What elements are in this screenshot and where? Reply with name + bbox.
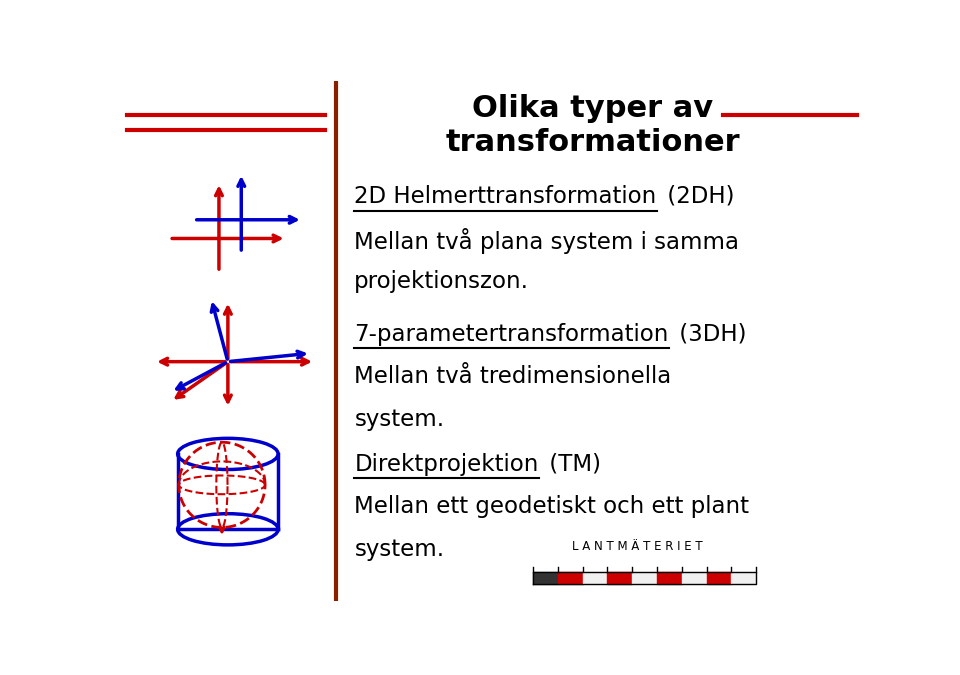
Bar bbox=[558, 572, 583, 584]
Text: (3DH): (3DH) bbox=[672, 323, 746, 346]
Text: system.: system. bbox=[354, 538, 444, 561]
Text: 2D Helmerttransformation: 2D Helmerttransformation bbox=[354, 185, 657, 208]
Bar bbox=[682, 572, 707, 584]
Text: transformationer: transformationer bbox=[445, 128, 740, 157]
Text: (2DH): (2DH) bbox=[660, 185, 734, 208]
Text: (TM): (TM) bbox=[541, 453, 601, 476]
Text: projektionszon.: projektionszon. bbox=[354, 270, 529, 293]
Bar bbox=[732, 572, 756, 584]
Text: Mellan ett geodetiskt och ett plant: Mellan ett geodetiskt och ett plant bbox=[354, 495, 750, 518]
Bar bbox=[533, 572, 558, 584]
Bar bbox=[707, 572, 732, 584]
Text: Olika typer av: Olika typer av bbox=[472, 94, 713, 123]
Text: 7-parametertransformation: 7-parametertransformation bbox=[354, 323, 669, 346]
Text: Direktprojektion: Direktprojektion bbox=[354, 453, 539, 476]
Text: system.: system. bbox=[354, 408, 444, 431]
Bar bbox=[632, 572, 657, 584]
Text: Mellan två plana system i samma: Mellan två plana system i samma bbox=[354, 227, 739, 254]
Bar bbox=[657, 572, 682, 584]
Text: Mellan två tredimensionella: Mellan två tredimensionella bbox=[354, 365, 672, 388]
Bar bbox=[583, 572, 608, 584]
Bar bbox=[608, 572, 632, 584]
Text: L A N T M Ä T E R I E T: L A N T M Ä T E R I E T bbox=[572, 540, 703, 553]
